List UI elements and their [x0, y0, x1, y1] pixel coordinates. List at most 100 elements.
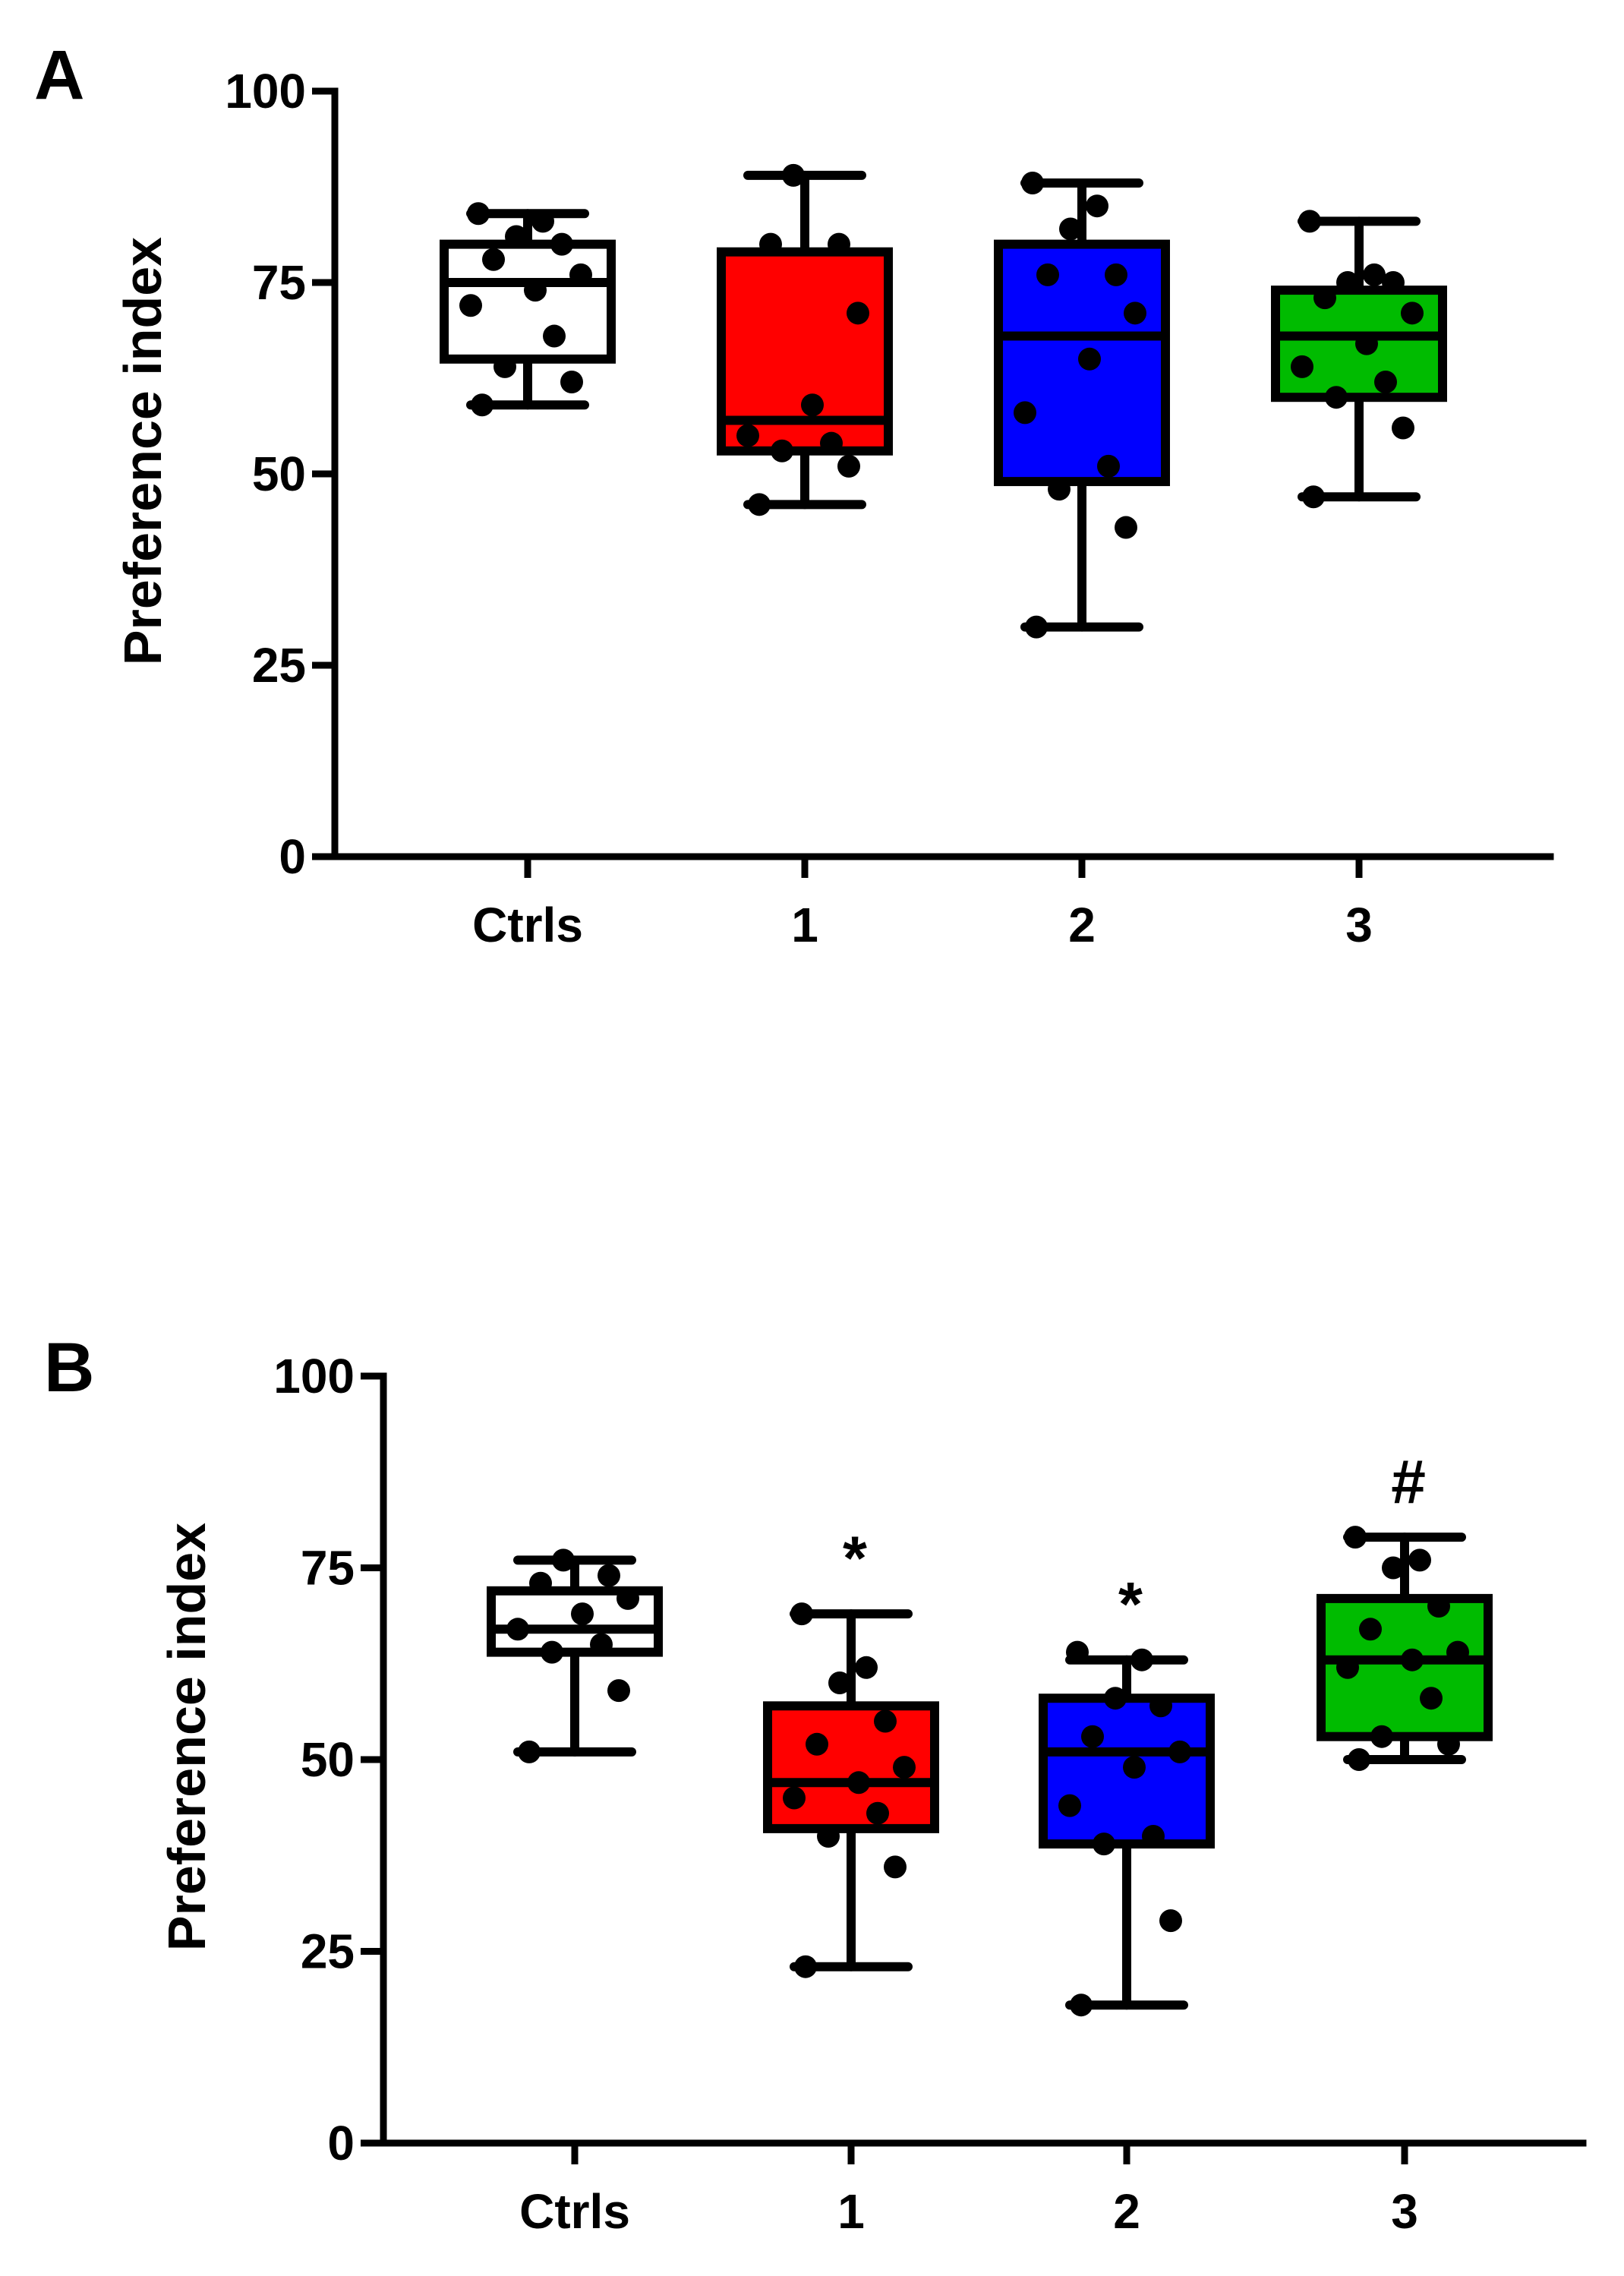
data-point: [571, 1602, 594, 1626]
data-point: [1401, 301, 1424, 325]
data-point: [1081, 1725, 1104, 1748]
box-group-2: *: [1039, 1570, 1215, 2017]
data-point: [1446, 1640, 1469, 1664]
data-point: [598, 1564, 620, 1587]
data-point: [828, 1671, 851, 1694]
data-point: [1124, 301, 1146, 325]
data-point: [1086, 194, 1108, 218]
data-point: [1302, 485, 1325, 509]
data-point: [550, 232, 573, 256]
x-tick-label: Ctrls: [519, 2184, 630, 2239]
data-point: [1130, 1648, 1153, 1671]
data-point: [541, 1640, 563, 1664]
data-point: [1348, 1748, 1370, 1771]
data-point: [529, 1571, 552, 1595]
data-point: [1058, 1794, 1081, 1817]
data-point: [759, 232, 782, 256]
y-tick-label: 75: [301, 1541, 355, 1596]
significance-mark: #: [1391, 1447, 1426, 1517]
data-point: [1382, 271, 1405, 294]
box-ctrls: [487, 1548, 663, 1763]
data-point: [806, 1732, 828, 1756]
data-point: [482, 248, 505, 271]
x-tick-label: 2: [1113, 2184, 1140, 2239]
data-point: [506, 1618, 529, 1641]
y-tick-label: 100: [273, 1349, 355, 1403]
panel-b-chart: B Preference index 0 25 50 75 100 Ctrls 1 2 3 * * #: [44, 1329, 1587, 2239]
data-point: [801, 393, 824, 417]
data-point: [855, 1656, 878, 1679]
y-tick-label: 75: [252, 255, 306, 310]
data-point: [1382, 1556, 1405, 1580]
data-point: [1149, 1694, 1172, 1718]
data-point: [505, 225, 528, 248]
data-point: [1374, 371, 1397, 394]
box-group-1: [717, 163, 893, 516]
data-point: [771, 439, 793, 462]
y-tick-label: 50: [252, 447, 306, 501]
data-point: [748, 493, 771, 516]
significance-mark: *: [843, 1524, 867, 1593]
y-axis-label: Preference index: [113, 237, 172, 665]
data-point: [459, 294, 482, 317]
data-point: [1291, 355, 1313, 378]
data-point: [560, 371, 583, 394]
data-point: [828, 232, 850, 256]
data-point: [1036, 263, 1059, 286]
data-point: [1437, 1732, 1460, 1756]
x-tick-label: 1: [837, 2184, 865, 2239]
data-point: [494, 355, 516, 378]
data-point: [1123, 1756, 1146, 1779]
data-point: [884, 1855, 907, 1879]
data-point: [531, 210, 554, 233]
data-point: [1066, 1640, 1089, 1664]
data-point: [1344, 1526, 1367, 1549]
data-point: [847, 1771, 870, 1795]
data-point: [820, 431, 843, 455]
data-point: [1142, 1825, 1165, 1848]
data-point: [1401, 1648, 1424, 1671]
data-point: [1363, 263, 1386, 286]
data-point: [1014, 401, 1036, 425]
data-point: [1392, 416, 1414, 440]
data-point: [794, 1955, 817, 1978]
y-tick-label: 50: [301, 1732, 355, 1787]
y-tick-label: 0: [279, 829, 306, 884]
data-point: [616, 1586, 639, 1610]
data-point: [1078, 347, 1101, 371]
data-point: [1336, 1656, 1359, 1679]
x-tick-label: 3: [1345, 898, 1373, 952]
data-point: [817, 1825, 840, 1848]
data-point: [1159, 1909, 1182, 1933]
data-point: [1420, 1687, 1443, 1710]
box-group-2: [994, 171, 1170, 639]
y-tick-label: 25: [301, 1924, 355, 1979]
box-group-1: *: [763, 1524, 939, 1978]
data-point: [866, 1801, 889, 1825]
data-point: [1408, 1548, 1431, 1572]
x-tick-label: 3: [1391, 2184, 1418, 2239]
data-point: [874, 1709, 897, 1733]
box-group-3: #: [1317, 1447, 1493, 1771]
y-tick-label: 25: [252, 638, 306, 693]
data-point: [467, 202, 490, 226]
data-point: [1325, 386, 1348, 409]
data-point: [837, 454, 860, 478]
data-point: [893, 1756, 916, 1779]
data-point: [1336, 271, 1359, 294]
data-point: [1059, 217, 1082, 241]
data-point: [1093, 1832, 1115, 1856]
x-tick-label: Ctrls: [472, 898, 583, 952]
data-point: [1104, 1687, 1127, 1710]
box-group-3: [1271, 210, 1447, 509]
data-point: [607, 1679, 630, 1703]
y-tick-label: 100: [225, 64, 306, 118]
data-point: [1427, 1595, 1450, 1618]
data-point: [569, 263, 592, 286]
data-point: [1115, 516, 1137, 539]
data-point: [1048, 478, 1071, 501]
data-point: [790, 1602, 813, 1626]
data-point: [1025, 615, 1048, 639]
data-point: [782, 163, 805, 187]
